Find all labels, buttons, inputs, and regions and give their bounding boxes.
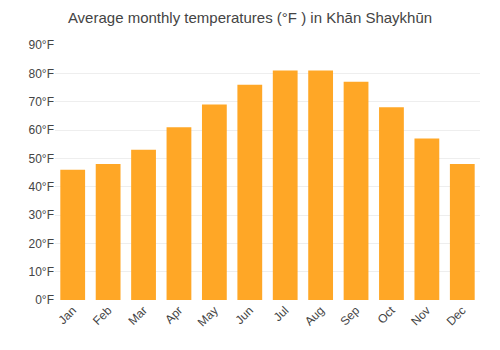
svg-text:Jul: Jul bbox=[271, 303, 292, 324]
svg-text:20°F: 20°F bbox=[29, 237, 54, 251]
svg-text:Oct: Oct bbox=[375, 303, 399, 327]
svg-text:30°F: 30°F bbox=[29, 208, 54, 222]
svg-text:10°F: 10°F bbox=[29, 265, 54, 279]
svg-text:70°F: 70°F bbox=[29, 95, 54, 109]
svg-text:Apr: Apr bbox=[162, 303, 185, 326]
svg-text:Mar: Mar bbox=[125, 303, 150, 328]
svg-text:Feb: Feb bbox=[90, 303, 115, 328]
svg-text:60°F: 60°F bbox=[29, 123, 54, 137]
svg-text:May: May bbox=[195, 303, 221, 329]
svg-text:40°F: 40°F bbox=[29, 180, 54, 194]
svg-text:Sep: Sep bbox=[337, 303, 362, 328]
svg-text:Average monthly temperatures (: Average monthly temperatures (°F ) in Kh… bbox=[68, 9, 432, 26]
svg-text:90°F: 90°F bbox=[29, 38, 54, 52]
svg-text:Jan: Jan bbox=[55, 303, 79, 327]
svg-text:Dec: Dec bbox=[444, 303, 469, 328]
svg-text:Aug: Aug bbox=[302, 303, 327, 328]
svg-text:Nov: Nov bbox=[408, 303, 433, 328]
svg-text:0°F: 0°F bbox=[35, 293, 54, 307]
svg-text:Jun: Jun bbox=[233, 303, 257, 327]
svg-text:50°F: 50°F bbox=[29, 152, 54, 166]
svg-text:80°F: 80°F bbox=[29, 67, 54, 81]
